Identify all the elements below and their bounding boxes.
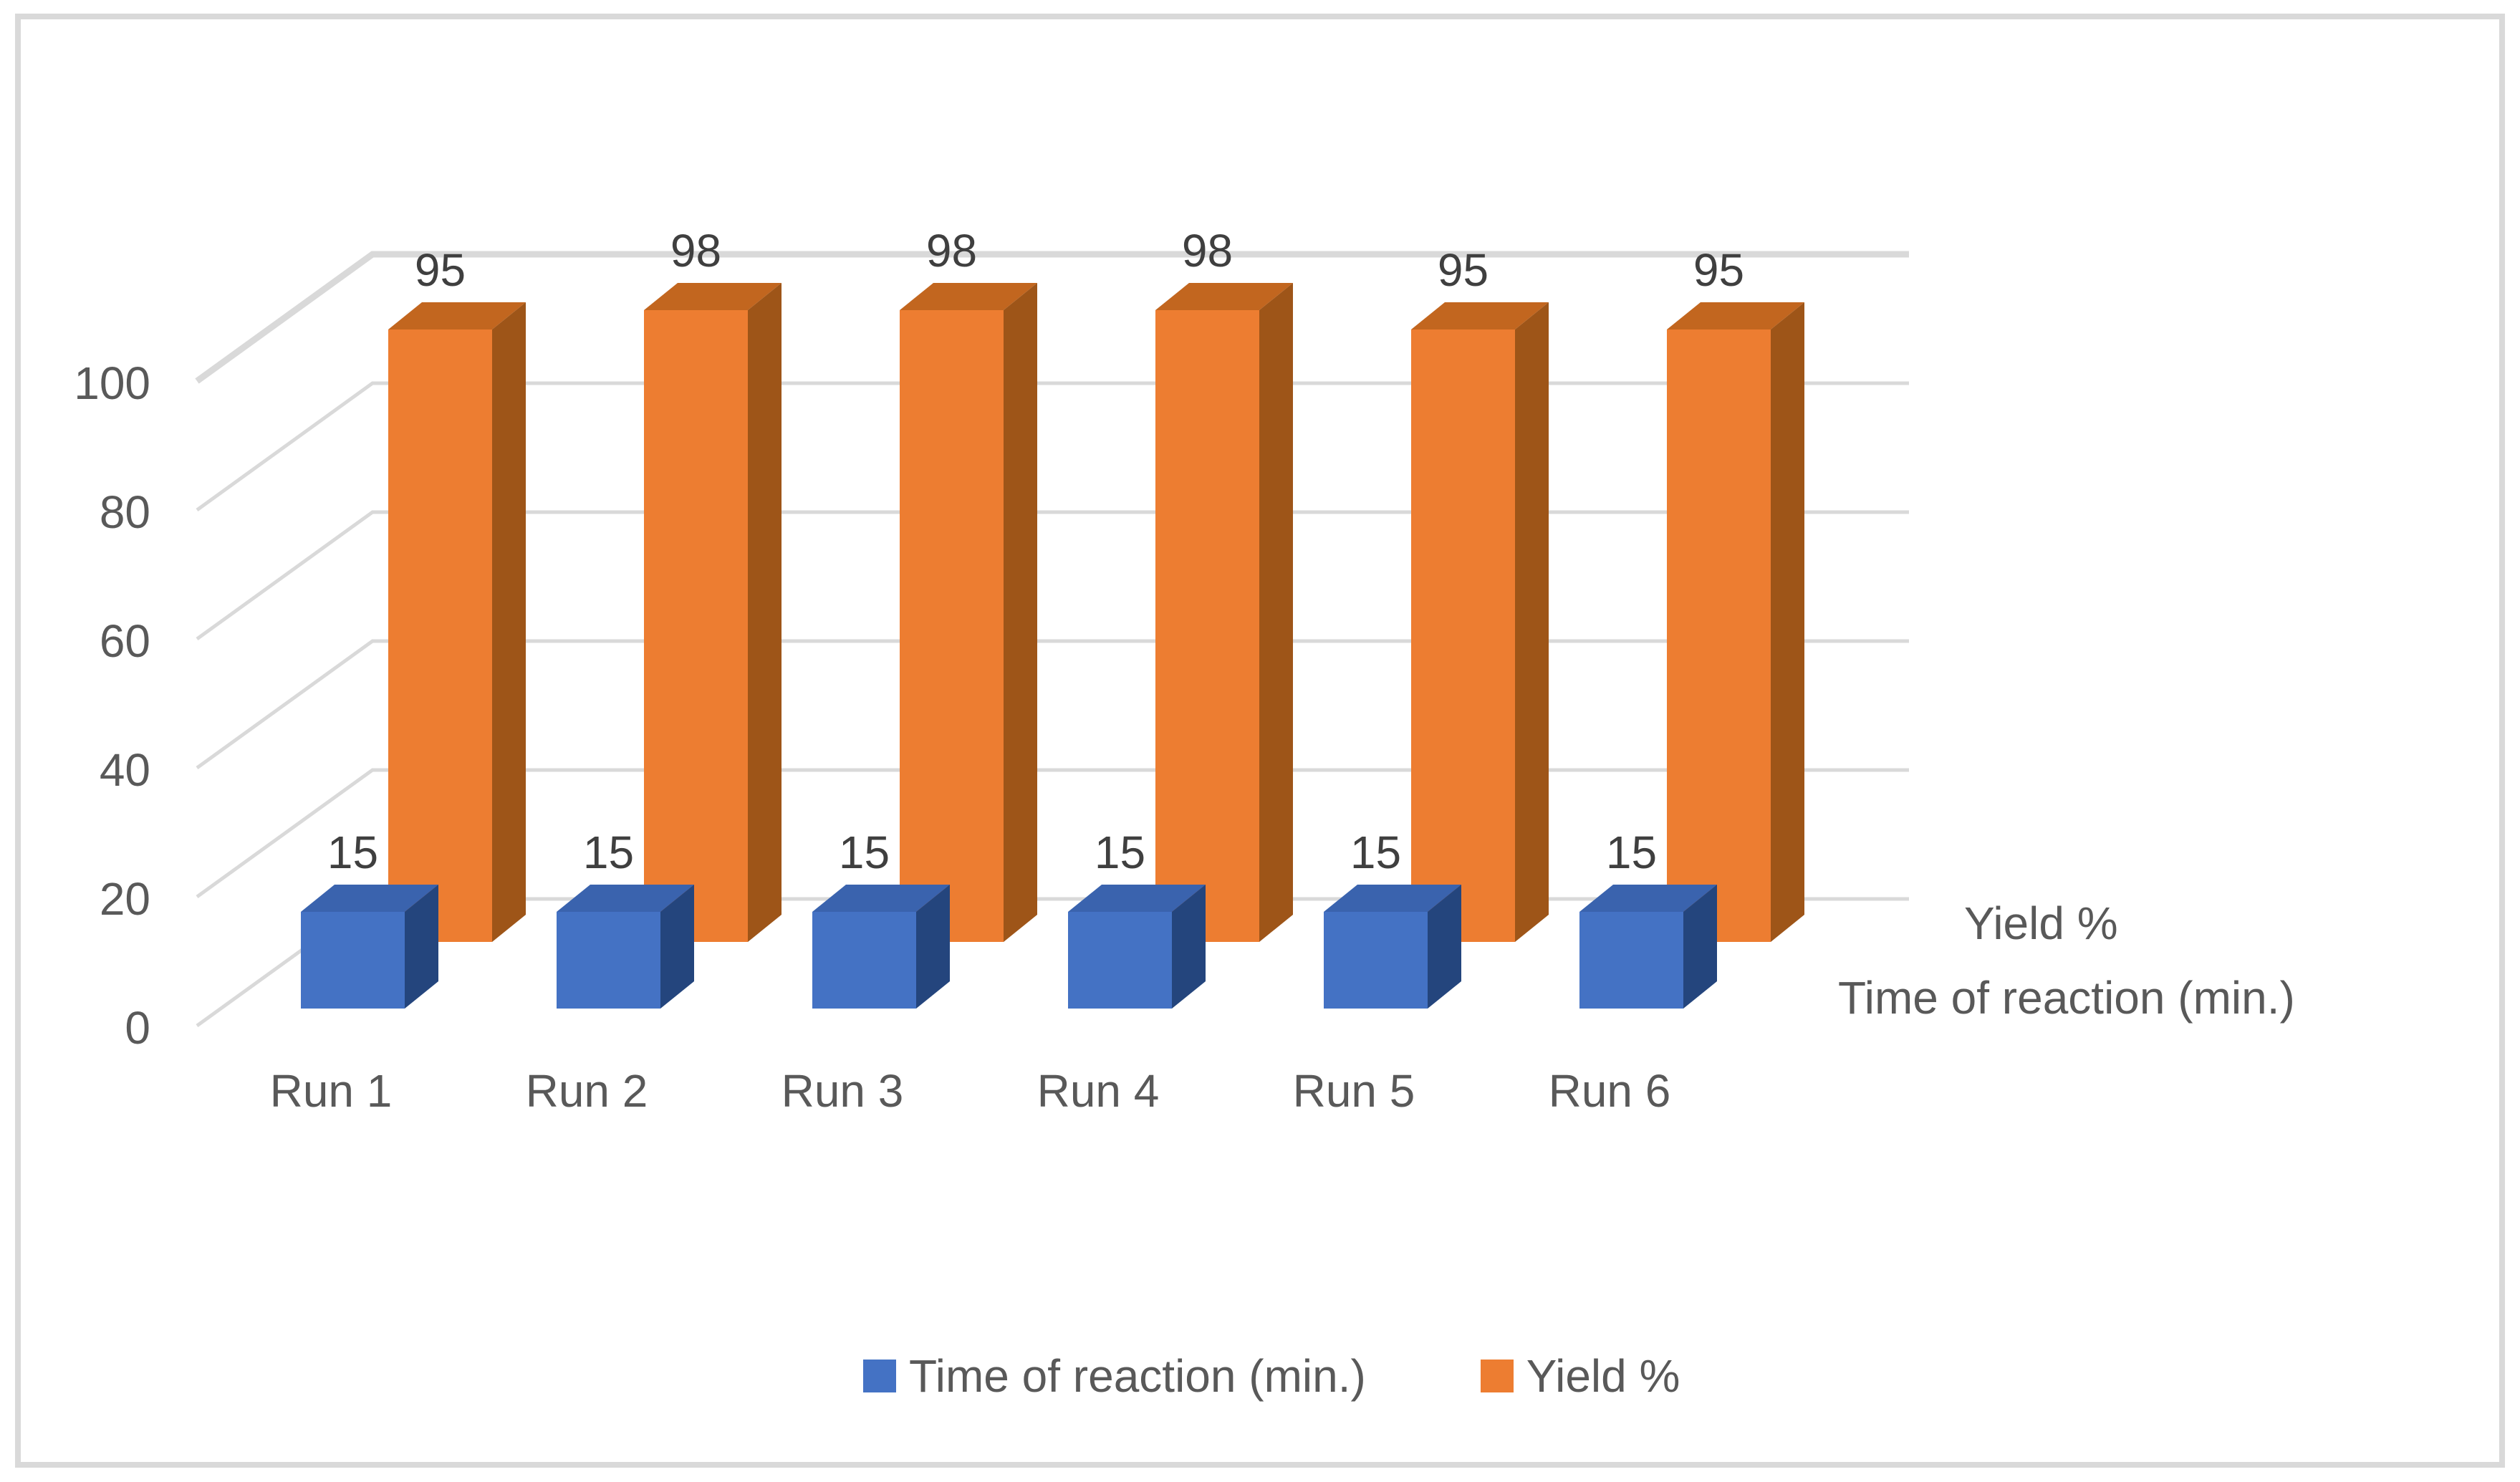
value-tick-label: 0 [125, 1002, 150, 1054]
data-label: 15 [1350, 827, 1401, 878]
bar-back-3-top-face [1155, 283, 1293, 310]
bar-front-5-front-face [1579, 912, 1683, 1009]
category-label: Run 2 [526, 1065, 648, 1117]
data-label: 15 [1095, 827, 1145, 878]
value-tick-label: 80 [100, 486, 150, 538]
data-label: 98 [670, 225, 721, 276]
bar-back-5-top-face [1667, 302, 1804, 329]
depth-axis-label-yield: Yield % [1964, 898, 2118, 949]
category-label: Run 1 [270, 1065, 393, 1117]
data-label: 95 [1693, 244, 1744, 296]
data-label: 15 [1606, 827, 1657, 878]
bar-back-1-top-face [644, 283, 782, 310]
bar-back-2-side-face [1004, 283, 1037, 942]
legend-swatch-yield-icon [1480, 1360, 1514, 1392]
bar-front-5-top-face [1579, 885, 1717, 912]
category-label: Run 4 [1037, 1065, 1160, 1117]
gridline [196, 768, 1909, 899]
bar-front-4-top-face [1324, 885, 1461, 912]
category-label: Run 3 [782, 1065, 904, 1117]
bar-front-1-top-face [557, 885, 694, 912]
bar-back-0-side-face [492, 302, 526, 942]
gridline [196, 381, 1909, 512]
data-label: 15 [327, 827, 378, 878]
legend-swatch-time-icon [863, 1360, 896, 1392]
bar-front-0-side-face [405, 885, 438, 1009]
bar-back-1-side-face [748, 283, 782, 942]
category-label: Run 6 [1549, 1065, 1671, 1117]
bar-front-2-side-face [916, 885, 950, 1009]
legend-label-yield: Yield % [1526, 1350, 1680, 1402]
bar-front-3-top-face [1068, 885, 1206, 912]
bar-back-4-top-face [1411, 302, 1549, 329]
legend-item-yield: Yield % [1480, 1349, 1680, 1402]
data-label: 95 [415, 244, 466, 296]
bar-front-1-front-face [557, 912, 660, 1009]
bar-front-5-side-face [1683, 885, 1717, 1009]
bar-back-0-front-face [388, 329, 492, 942]
bar-back-1-front-face [644, 310, 748, 942]
bar-front-2-top-face [812, 885, 950, 912]
bar-front-2-front-face [812, 912, 916, 1009]
bar-back-5-side-face [1771, 302, 1804, 942]
data-label: 15 [839, 827, 890, 878]
bar-front-3-front-face [1068, 912, 1172, 1009]
value-tick-label: 40 [100, 744, 150, 796]
bar-front-3-side-face [1172, 885, 1206, 1009]
value-tick-label: 20 [100, 873, 150, 925]
bar-back-3-side-face [1259, 283, 1293, 942]
bar-back-3-front-face [1155, 310, 1259, 942]
depth-axis-label-time: Time of reaction (min.) [1838, 972, 2295, 1024]
bar-back-4-side-face [1515, 302, 1549, 942]
gridline [196, 639, 1909, 770]
legend: Time of reaction (min.) Yield % [863, 1349, 1680, 1402]
value-tick-label: 100 [74, 357, 150, 409]
legend-item-time: Time of reaction (min.) [863, 1349, 1366, 1402]
data-label: 98 [1182, 225, 1233, 276]
bar-front-1-side-face [660, 885, 694, 1009]
bar-back-4-front-face [1411, 329, 1515, 942]
bar-back-2-front-face [900, 310, 1004, 942]
bar-front-0-front-face [301, 912, 405, 1009]
bar-back-2-top-face [900, 283, 1037, 310]
bar-front-4-side-face [1428, 885, 1461, 1009]
data-label: 15 [583, 827, 634, 878]
data-label: 98 [926, 225, 977, 276]
legend-label-time: Time of reaction (min.) [909, 1350, 1366, 1402]
bar-back-5-front-face [1667, 329, 1771, 942]
bar-back-0-top-face [388, 302, 526, 329]
bar-front-4-front-face [1324, 912, 1428, 1009]
gridline [196, 510, 1909, 641]
bar-front-0-top-face [301, 885, 438, 912]
gridline [195, 251, 1909, 384]
category-label: Run 5 [1293, 1065, 1415, 1117]
data-label: 95 [1438, 244, 1489, 296]
value-tick-label: 60 [100, 615, 150, 667]
